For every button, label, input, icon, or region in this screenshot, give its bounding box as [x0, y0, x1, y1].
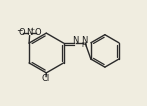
Text: +: +: [30, 27, 35, 32]
Text: N: N: [26, 28, 33, 37]
Text: −: −: [16, 26, 23, 35]
Text: N: N: [72, 36, 78, 45]
Text: H: H: [81, 42, 87, 48]
Text: N: N: [81, 36, 87, 45]
Text: O: O: [34, 28, 41, 37]
Text: O: O: [19, 28, 25, 37]
Text: Cl: Cl: [41, 74, 49, 83]
